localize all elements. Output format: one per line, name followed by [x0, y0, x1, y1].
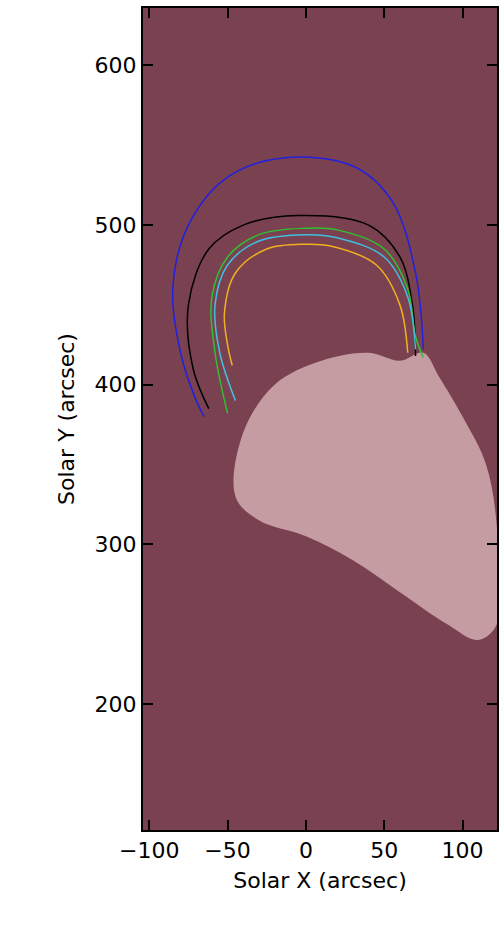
svg-text:100: 100	[442, 838, 484, 863]
svg-text:50: 50	[370, 838, 398, 863]
svg-text:Solar X (arcsec): Solar X (arcsec)	[233, 868, 407, 893]
svg-text:300: 300	[95, 532, 137, 557]
svg-text:600: 600	[95, 53, 137, 78]
svg-text:200: 200	[95, 692, 137, 717]
svg-text:0: 0	[299, 838, 313, 863]
svg-text:400: 400	[95, 372, 137, 397]
svg-text:−100: −100	[119, 838, 179, 863]
svg-text:Solar Y (arcsec): Solar Y (arcsec)	[54, 333, 79, 505]
svg-text:−50: −50	[204, 838, 250, 863]
svg-text:500: 500	[95, 213, 137, 238]
